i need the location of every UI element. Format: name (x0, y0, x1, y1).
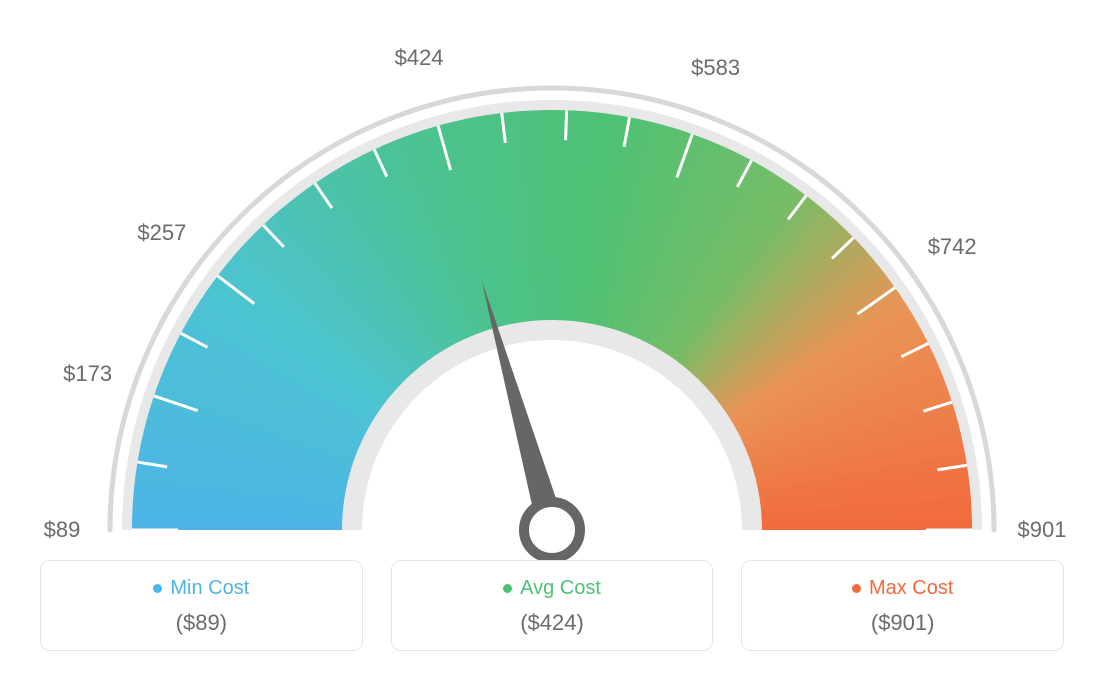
gauge-tick-label: $257 (137, 220, 186, 246)
legend-cards: Min Cost ($89) Avg Cost ($424) Max Cost … (0, 560, 1104, 671)
min-cost-card: Min Cost ($89) (40, 560, 363, 651)
avg-cost-value: ($424) (402, 610, 703, 636)
gauge-tick-label: $173 (63, 361, 112, 387)
avg-cost-title: Avg Cost (503, 577, 601, 600)
avg-cost-label: Avg Cost (520, 577, 601, 600)
max-cost-label: Max Cost (869, 577, 953, 600)
max-cost-value: ($901) (752, 610, 1053, 636)
gauge-svg (0, 0, 1104, 560)
min-cost-title: Min Cost (153, 577, 249, 600)
max-cost-dot (852, 584, 861, 593)
gauge-tick-label: $583 (691, 55, 740, 81)
min-cost-dot (153, 584, 162, 593)
avg-cost-card: Avg Cost ($424) (391, 560, 714, 651)
min-cost-value: ($89) (51, 610, 352, 636)
gauge-tick-label: $901 (1018, 517, 1067, 543)
gauge-tick-label: $89 (44, 517, 81, 543)
max-cost-title: Max Cost (852, 577, 953, 600)
gauge-tick-label: $742 (928, 234, 977, 260)
gauge-tick-label: $424 (395, 45, 444, 71)
avg-cost-dot (503, 584, 512, 593)
min-cost-label: Min Cost (170, 577, 249, 600)
max-cost-card: Max Cost ($901) (741, 560, 1064, 651)
gauge-chart: $89 $173 $257 $424 $583 $742 $901 (0, 0, 1104, 560)
